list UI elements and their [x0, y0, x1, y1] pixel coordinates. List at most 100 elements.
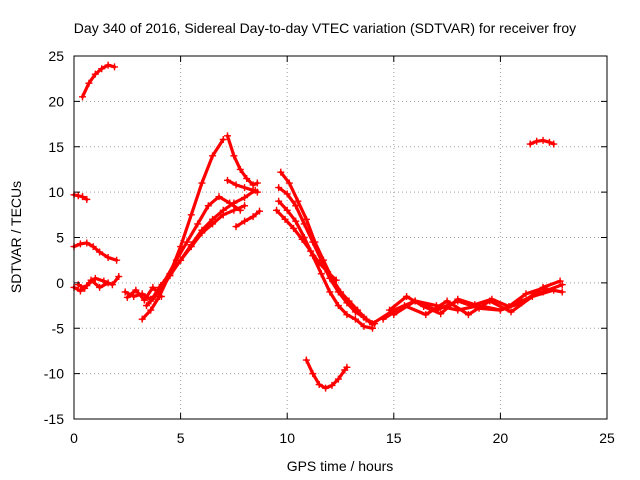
data-point	[326, 288, 334, 296]
data-point	[443, 297, 451, 305]
data-point	[545, 138, 553, 146]
series-arc-5	[74, 276, 112, 292]
data-point	[230, 152, 238, 160]
data-point	[91, 70, 99, 78]
data-point	[285, 179, 293, 187]
data-point	[219, 135, 227, 143]
data-point	[243, 175, 251, 183]
series-arc-12	[224, 132, 261, 189]
data-point	[96, 283, 104, 291]
data-point	[123, 293, 131, 301]
series-arc-19	[302, 356, 351, 392]
data-point	[300, 220, 308, 228]
data-point	[403, 292, 411, 300]
data-point	[420, 302, 428, 310]
y-tick-label: 15	[48, 139, 64, 155]
y-tick-label: 0	[56, 275, 64, 291]
data-point	[390, 311, 398, 319]
data-series	[70, 61, 566, 392]
data-point	[76, 287, 84, 295]
x-tick-label: 20	[493, 430, 509, 446]
data-point	[475, 304, 483, 312]
data-point	[343, 363, 351, 371]
data-point	[322, 384, 330, 392]
y-tick-label: 10	[48, 184, 64, 200]
series-trace	[277, 186, 375, 327]
data-point	[292, 202, 300, 210]
x-tick-label: 15	[386, 430, 402, 446]
data-point	[309, 370, 317, 378]
data-point	[209, 215, 217, 223]
data-point	[198, 226, 206, 234]
chart-title: Day 340 of 2016, Sidereal Day-to-day VTE…	[74, 20, 576, 36]
data-point	[76, 240, 84, 248]
series-trace	[274, 208, 338, 282]
data-point	[130, 292, 138, 300]
data-point	[343, 311, 351, 319]
x-tick-label: 5	[177, 430, 185, 446]
data-point	[360, 322, 368, 330]
data-point	[241, 194, 249, 202]
data-point	[317, 270, 325, 278]
data-point	[315, 381, 323, 389]
data-point	[518, 299, 526, 307]
y-tick-label: 25	[48, 48, 64, 64]
data-point	[507, 308, 515, 316]
series-trace	[80, 63, 117, 99]
data-point	[194, 220, 202, 228]
data-point	[334, 288, 342, 296]
data-point	[249, 186, 257, 194]
data-point	[526, 140, 534, 148]
plot-frame	[73, 55, 608, 420]
data-point	[275, 197, 283, 205]
data-point	[198, 179, 206, 187]
series-arc-2	[70, 191, 91, 203]
data-point	[558, 281, 566, 289]
data-point	[83, 239, 91, 247]
series-arc-8	[138, 135, 227, 323]
data-point	[273, 206, 281, 214]
data-point	[522, 290, 530, 298]
data-point	[558, 288, 566, 296]
data-point	[87, 276, 95, 284]
data-point	[277, 168, 285, 176]
data-point	[230, 199, 238, 207]
data-point	[324, 268, 332, 276]
data-point	[302, 215, 310, 223]
data-point	[328, 381, 336, 389]
data-point	[283, 206, 291, 214]
data-point	[253, 188, 261, 196]
data-point	[241, 184, 249, 192]
series-trace	[304, 358, 349, 390]
y-axis-label: SDTVAR / TECUs	[8, 181, 24, 293]
data-point	[149, 283, 157, 291]
series-arc-3	[70, 239, 121, 264]
series-arc-16	[275, 184, 376, 329]
data-point	[315, 259, 323, 267]
data-point	[187, 241, 195, 249]
series-trace	[225, 134, 259, 187]
y-tick-label: -5	[52, 320, 65, 336]
data-point	[298, 235, 306, 243]
data-point	[505, 302, 513, 310]
data-point	[249, 213, 257, 221]
data-point	[104, 279, 112, 287]
data-point	[142, 302, 150, 310]
series-arc-14	[232, 207, 263, 231]
data-point	[219, 206, 227, 214]
data-point	[334, 302, 342, 310]
data-point	[224, 132, 232, 140]
data-point	[232, 223, 240, 231]
data-point	[81, 284, 89, 292]
data-point	[496, 306, 504, 314]
data-point	[351, 315, 359, 323]
data-point	[488, 295, 496, 303]
data-point	[89, 243, 97, 251]
series-trace	[279, 170, 377, 326]
data-point	[379, 315, 387, 323]
data-point	[209, 152, 217, 160]
series-arc-23	[386, 284, 566, 318]
grid-lines	[74, 56, 607, 419]
y-tick-label: -15	[44, 411, 64, 427]
data-point	[255, 207, 263, 215]
